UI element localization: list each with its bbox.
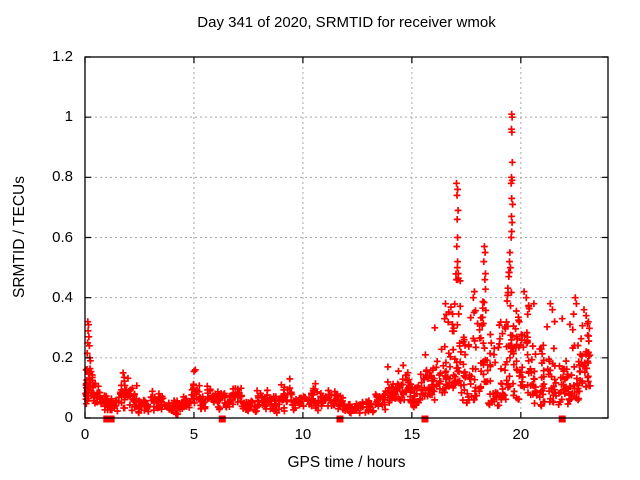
x-tick-label: 0 [80,426,90,443]
grid-lines [85,57,608,418]
zero-squares [103,415,566,423]
tick-marks [84,56,608,419]
x-tick-label: 10 [294,426,312,443]
chart-title: Day 341 of 2020, SRMTID for receiver wmo… [197,14,496,31]
x-axis-label: GPS time / hours [287,454,406,471]
y-tick-label: 1.2 [52,48,73,65]
x-tick-label: 5 [189,426,199,443]
y-tick-label: 0.4 [52,288,73,306]
y-tick-label: 0.6 [52,228,73,246]
y-tick-label: 0.2 [52,348,73,366]
x-tick-label: 20 [512,426,530,443]
y-tick-label: 0.8 [52,168,73,186]
y-tick-label: 0 [64,409,73,426]
x-tick-label: 15 [403,426,421,443]
data-points [82,110,594,418]
y-tick-label: 1 [64,108,73,126]
